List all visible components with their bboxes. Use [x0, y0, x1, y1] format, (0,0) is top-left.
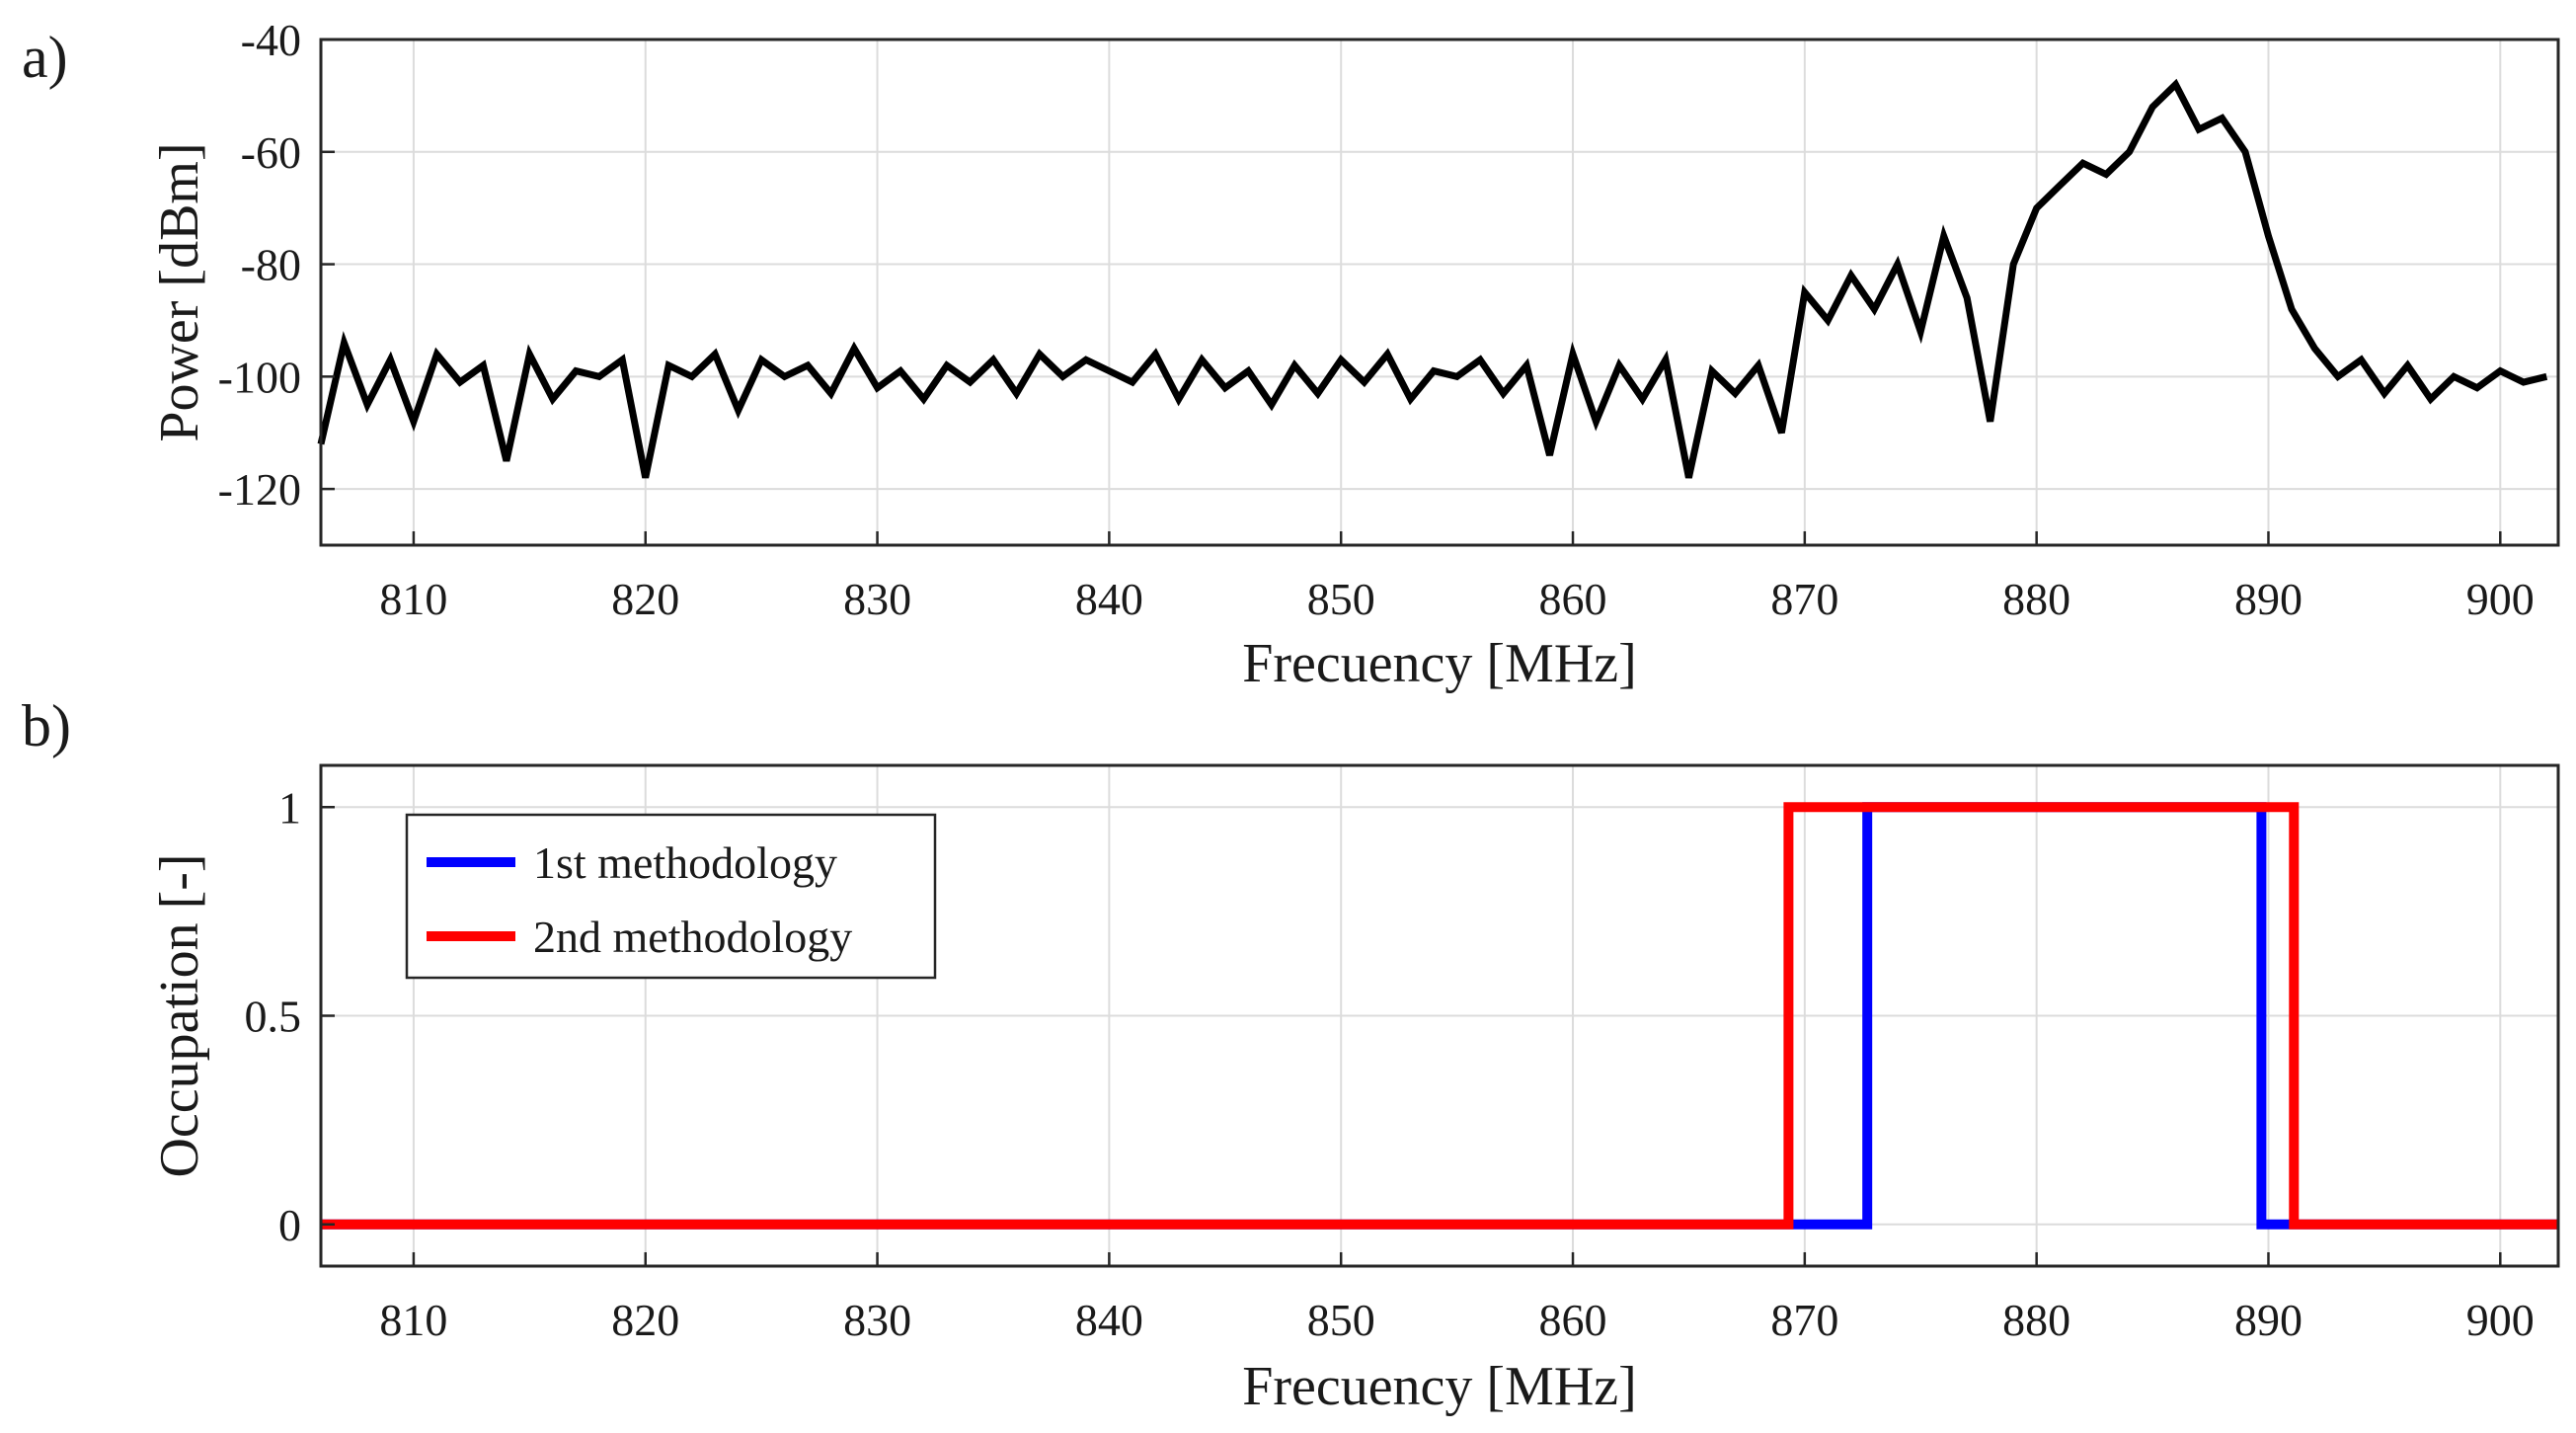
x-tick-label: 880: [2002, 1295, 2070, 1345]
panel-a-x-ticks: 810 820 830 840 850 860 870 880 890 900: [379, 531, 2535, 624]
panel-a-series: [317, 78, 2548, 479]
x-tick-label: 840: [1075, 574, 1143, 624]
panel-b-label: b): [22, 693, 71, 758]
x-tick-label: 810: [379, 574, 447, 624]
x-tick-label: 900: [2466, 574, 2535, 624]
x-tick-label: 860: [1539, 1295, 1607, 1345]
legend-label-1st: 1st methodology: [533, 837, 837, 888]
y-tick-label: 1: [278, 782, 301, 833]
y-tick-label: -60: [241, 127, 301, 178]
x-tick-label: 860: [1539, 574, 1607, 624]
panel-b-y-axis-label: Occupation [-]: [149, 853, 210, 1177]
y-tick-label: -80: [241, 240, 301, 290]
x-tick-label: 900: [2466, 1295, 2535, 1345]
x-tick-label: 820: [611, 1295, 679, 1345]
x-tick-label: 840: [1075, 1295, 1143, 1345]
legend-label-2nd: 2nd methodology: [533, 912, 852, 962]
y-tick-label: -40: [241, 15, 301, 65]
x-tick-label: 850: [1307, 574, 1375, 624]
x-tick-label: 850: [1307, 1295, 1375, 1345]
panel-b-x-axis-label: Frecuency [MHz]: [1242, 1356, 1637, 1417]
y-tick-label: -100: [218, 352, 301, 402]
panel-a-axes-frame: [319, 38, 2560, 547]
y-tick-label: 0.5: [245, 992, 302, 1042]
panel-a: a) 810 820 830 840 850 860 870 880 890 900 -40 -60…: [22, 15, 2560, 694]
x-tick-label: 870: [1770, 1295, 1838, 1345]
x-tick-label: 870: [1770, 574, 1838, 624]
x-tick-label: 880: [2002, 574, 2070, 624]
series-line-power: [317, 78, 2548, 479]
x-tick-label: 890: [2234, 1295, 2303, 1345]
panel-a-x-axis-label: Frecuency [MHz]: [1242, 633, 1637, 694]
x-tick-label: 830: [843, 574, 911, 624]
panel-b-y-ticks: 00.51: [245, 782, 335, 1250]
panel-b-x-ticks: 810 820 830 840 850 860 870 880 890 900: [379, 1252, 2535, 1345]
legend-box: [405, 813, 937, 980]
panel-b-series: [321, 802, 2558, 1230]
y-tick-label: -120: [218, 464, 301, 515]
x-tick-label: 810: [379, 1295, 447, 1345]
panel-a-y-ticks: -40 -60 -80 -100 -120: [218, 15, 335, 515]
panel-a-label: a): [22, 25, 68, 90]
panel-a-y-axis-label: Power [dBm]: [149, 142, 210, 441]
series-line-2nd-methodology: [321, 802, 2558, 1230]
x-tick-label: 820: [611, 574, 679, 624]
y-tick-label: 0: [278, 1200, 301, 1250]
x-tick-label: 830: [843, 1295, 911, 1345]
x-tick-label: 890: [2234, 574, 2303, 624]
legend: 1st methodology 2nd methodology: [405, 813, 937, 980]
panel-b: b) 810 820 830 840 850 860 870 880 890 900 00.51 …: [22, 693, 2560, 1417]
